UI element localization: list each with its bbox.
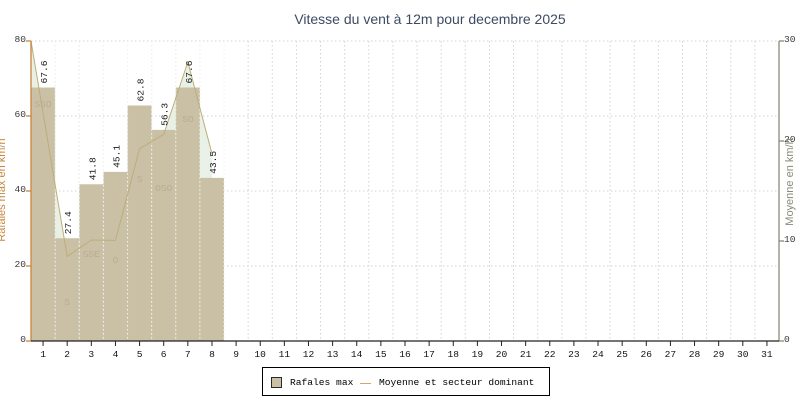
- svg-text:S: S: [64, 297, 70, 308]
- svg-text:S: S: [137, 174, 143, 185]
- svg-text:56.3: 56.3: [160, 103, 171, 126]
- svg-text:OSO: OSO: [155, 183, 173, 194]
- svg-text:62.8: 62.8: [136, 78, 147, 101]
- svg-text:67.6: 67.6: [184, 60, 195, 83]
- svg-text:67.6: 67.6: [39, 60, 50, 83]
- svg-text:SSO: SSO: [34, 99, 52, 110]
- svg-text:SO: SO: [182, 114, 194, 125]
- svg-text:43.5: 43.5: [208, 151, 219, 174]
- svg-text:27.4: 27.4: [63, 211, 74, 234]
- svg-text:O: O: [113, 255, 119, 266]
- svg-text:45.1: 45.1: [111, 145, 122, 168]
- svg-text:41.8: 41.8: [87, 157, 98, 180]
- svg-text:SSE: SSE: [83, 249, 101, 260]
